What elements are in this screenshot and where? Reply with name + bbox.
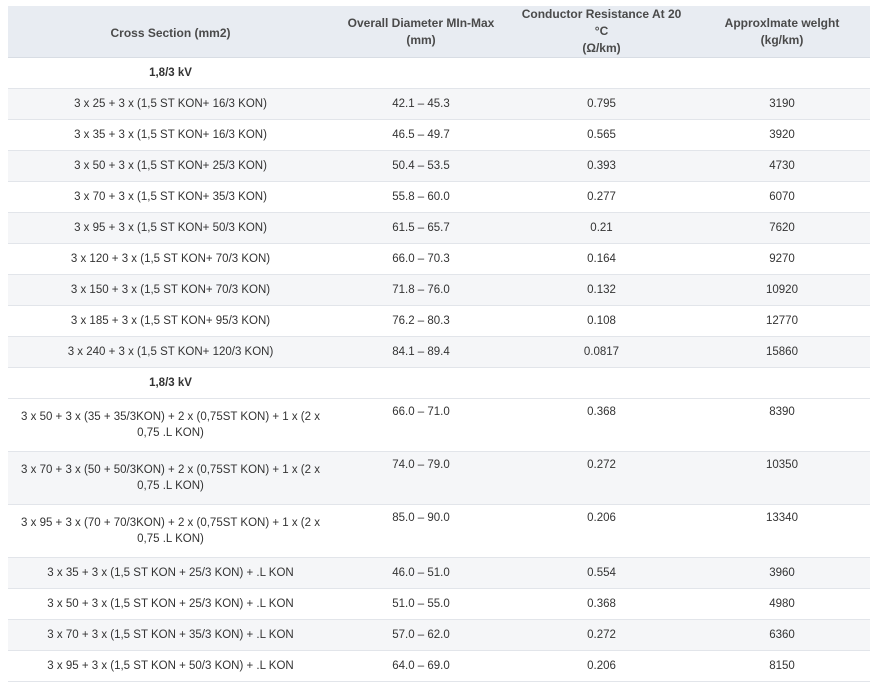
overall-diameter-cell: 76.2 – 80.3 [333, 305, 509, 337]
overall-diameter-cell: 42.1 – 45.3 [333, 88, 509, 120]
table-body: 1,8/3 kV 3 x 25 + 3 x (1,5 ST KON+ 16/3 K… [8, 57, 870, 682]
approximate-weight-cell: 10350 [694, 451, 870, 505]
cross-section-cell: 3 x 185 + 3 x (1,5 ST KON+ 95/3 KON) [8, 305, 333, 337]
conductor-resistance-cell: 0.206 [509, 650, 694, 682]
overall-diameter-cell: 84.1 – 89.4 [333, 336, 509, 368]
overall-diameter-cell: 66.0 – 71.0 [333, 398, 509, 452]
table-row: 3 x 95 + 3 x (1,5 ST KON+ 50/3 KON) 61.5 … [8, 212, 870, 244]
conductor-resistance-cell: 0.368 [509, 588, 694, 620]
conductor-resistance-cell: 0.565 [509, 119, 694, 151]
section-voltage-label: 1,8/3 kV [8, 57, 333, 89]
approximate-weight-cell: 7620 [694, 212, 870, 244]
section-empty-cell [333, 367, 509, 399]
table-row: 3 x 25 + 3 x (1,5 ST KON+ 16/3 KON) 42.1 … [8, 88, 870, 120]
overall-diameter-cell: 51.0 – 55.0 [333, 588, 509, 620]
approximate-weight-cell: 6070 [694, 181, 870, 213]
approximate-weight-cell: 3920 [694, 119, 870, 151]
cross-section-cell: 3 x 25 + 3 x (1,5 ST KON+ 16/3 KON) [8, 88, 333, 120]
table-row: 3 x 70 + 3 x (1,5 ST KON + 35/3 KON) + .… [8, 619, 870, 651]
header-conductor-resistance: Conductor Resistance At 20 °C (Ω/km) [509, 6, 694, 58]
table-row: 3 x 35 + 3 x (1,5 ST KON + 25/3 KON) + .… [8, 557, 870, 589]
approximate-weight-cell: 12770 [694, 305, 870, 337]
cross-section-cell: 3 x 35 + 3 x (1,5 ST KON + 25/3 KON) + .… [8, 557, 333, 589]
table-row: 3 x 50 + 3 x (35 + 35/3KON) + 2 x (0,75S… [8, 398, 870, 452]
cross-section-cell: 3 x 50 + 3 x (1,5 ST KON+ 25/3 KON) [8, 150, 333, 182]
table-row: 3 x 50 + 3 x (1,5 ST KON + 25/3 KON) + .… [8, 588, 870, 620]
overall-diameter-cell: 55.8 – 60.0 [333, 181, 509, 213]
conductor-resistance-cell: 0.554 [509, 557, 694, 589]
overall-diameter-cell: 66.0 – 70.3 [333, 243, 509, 275]
overall-diameter-cell: 46.5 – 49.7 [333, 119, 509, 151]
approximate-weight-cell: 10920 [694, 274, 870, 306]
table-row: 3 x 95 + 3 x (1,5 ST KON + 50/3 KON) + .… [8, 650, 870, 682]
approximate-weight-cell: 6360 [694, 619, 870, 651]
approximate-weight-cell: 15860 [694, 336, 870, 368]
section-header-row: 1,8/3 kV [8, 367, 870, 399]
table-row: 3 x 50 + 3 x (1,5 ST KON+ 25/3 KON) 50.4 … [8, 150, 870, 182]
overall-diameter-cell: 46.0 – 51.0 [333, 557, 509, 589]
cross-section-cell: 3 x 70 + 3 x (1,5 ST KON + 35/3 KON) + .… [8, 619, 333, 651]
section-empty-cell [333, 57, 509, 89]
overall-diameter-cell: 57.0 – 62.0 [333, 619, 509, 651]
conductor-resistance-cell: 0.132 [509, 274, 694, 306]
cross-section-cell: 3 x 150 + 3 x (1,5 ST KON+ 70/3 KON) [8, 274, 333, 306]
overall-diameter-cell: 85.0 – 90.0 [333, 504, 509, 558]
cross-section-cell: 3 x 50 + 3 x (1,5 ST KON + 25/3 KON) + .… [8, 588, 333, 620]
table-row: 3 x 35 + 3 x (1,5 ST KON+ 16/3 KON) 46.5 … [8, 119, 870, 151]
cross-section-cell: 3 x 240 + 3 x (1,5 ST KON+ 120/3 KON) [8, 336, 333, 368]
conductor-resistance-cell: 0.108 [509, 305, 694, 337]
cross-section-cell: 3 x 95 + 3 x (70 + 70/3KON) + 2 x (0,75S… [8, 504, 333, 558]
table-row: 3 x 120 + 3 x (1,5 ST KON+ 70/3 KON) 66.0… [8, 243, 870, 275]
overall-diameter-cell: 50.4 – 53.5 [333, 150, 509, 182]
table-row: 3 x 150 + 3 x (1,5 ST KON+ 70/3 KON) 71.8… [8, 274, 870, 306]
overall-diameter-cell: 64.0 – 69.0 [333, 650, 509, 682]
section-empty-cell [509, 367, 694, 399]
approximate-weight-cell: 3960 [694, 557, 870, 589]
cable-spec-table-wrapper: Cross Section (mm2) Overall Diameter MIn… [8, 6, 870, 682]
cross-section-cell: 3 x 70 + 3 x (50 + 50/3KON) + 2 x (0,75S… [8, 451, 333, 505]
section-empty-cell [509, 57, 694, 89]
section-empty-cell [694, 57, 870, 89]
approximate-weight-cell: 8150 [694, 650, 870, 682]
overall-diameter-cell: 74.0 – 79.0 [333, 451, 509, 505]
approximate-weight-cell: 13340 [694, 504, 870, 558]
cross-section-cell: 3 x 120 + 3 x (1,5 ST KON+ 70/3 KON) [8, 243, 333, 275]
table-row: 3 x 185 + 3 x (1,5 ST KON+ 95/3 KON) 76.2… [8, 305, 870, 337]
cross-section-cell: 3 x 70 + 3 x (1,5 ST KON+ 35/3 KON) [8, 181, 333, 213]
table-row: 3 x 70 + 3 x (50 + 50/3KON) + 2 x (0,75S… [8, 451, 870, 505]
cross-section-cell: 3 x 50 + 3 x (35 + 35/3KON) + 2 x (0,75S… [8, 398, 333, 452]
cross-section-cell: 3 x 35 + 3 x (1,5 ST KON+ 16/3 KON) [8, 119, 333, 151]
cable-spec-table: Cross Section (mm2) Overall Diameter MIn… [8, 6, 870, 682]
conductor-resistance-cell: 0.393 [509, 150, 694, 182]
conductor-resistance-cell: 0.368 [509, 398, 694, 452]
header-row: Cross Section (mm2) Overall Diameter MIn… [8, 6, 870, 58]
conductor-resistance-cell: 0.272 [509, 619, 694, 651]
overall-diameter-cell: 61.5 – 65.7 [333, 212, 509, 244]
conductor-resistance-cell: 0.0817 [509, 336, 694, 368]
table-row: 3 x 95 + 3 x (70 + 70/3KON) + 2 x (0,75S… [8, 504, 870, 558]
approximate-weight-cell: 3190 [694, 88, 870, 120]
header-cross-section: Cross Section (mm2) [8, 6, 333, 58]
approximate-weight-cell: 9270 [694, 243, 870, 275]
section-voltage-label: 1,8/3 kV [8, 367, 333, 399]
conductor-resistance-cell: 0.21 [509, 212, 694, 244]
approximate-weight-cell: 8390 [694, 398, 870, 452]
conductor-resistance-cell: 0.277 [509, 181, 694, 213]
overall-diameter-cell: 71.8 – 76.0 [333, 274, 509, 306]
header-approximate-weight: Approxlmate welght (kg/km) [694, 6, 870, 58]
section-header-row: 1,8/3 kV [8, 57, 870, 89]
approximate-weight-cell: 4730 [694, 150, 870, 182]
cross-section-cell: 3 x 95 + 3 x (1,5 ST KON+ 50/3 KON) [8, 212, 333, 244]
header-overall-diameter: Overall Diameter MIn-Max (mm) [333, 6, 509, 58]
table-header: Cross Section (mm2) Overall Diameter MIn… [8, 6, 870, 58]
table-row: 3 x 240 + 3 x (1,5 ST KON+ 120/3 KON) 84.… [8, 336, 870, 368]
cross-section-cell: 3 x 95 + 3 x (1,5 ST KON + 50/3 KON) + .… [8, 650, 333, 682]
section-empty-cell [694, 367, 870, 399]
approximate-weight-cell: 4980 [694, 588, 870, 620]
table-row: 3 x 70 + 3 x (1,5 ST KON+ 35/3 KON) 55.8 … [8, 181, 870, 213]
conductor-resistance-cell: 0.206 [509, 504, 694, 558]
conductor-resistance-cell: 0.164 [509, 243, 694, 275]
conductor-resistance-cell: 0.795 [509, 88, 694, 120]
conductor-resistance-cell: 0.272 [509, 451, 694, 505]
